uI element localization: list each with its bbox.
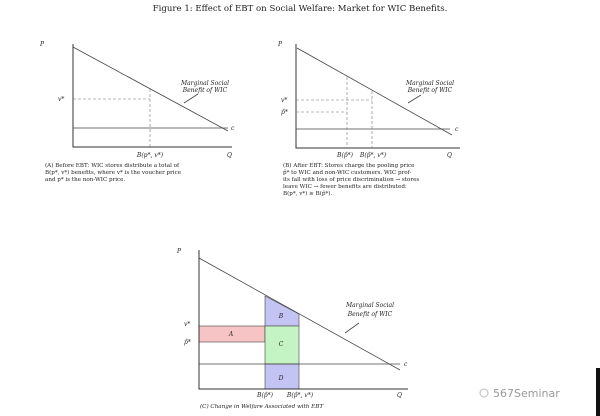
v-star-label: v* [184, 321, 190, 328]
caption-line: and p* is the non-WIC price. [45, 177, 125, 183]
caption-line: (A) Before EBT: WIC stores distribute a … [45, 162, 180, 169]
msb-pointer [183, 93, 199, 104]
wechat-icon [479, 388, 489, 398]
x-tick: B(p*, v*) [136, 152, 164, 159]
msb-line [198, 257, 401, 371]
c-label: c [404, 361, 408, 368]
v-star-label: v* [281, 97, 287, 104]
area-c-label: C [279, 341, 284, 348]
msb-label-1: Marginal Social [180, 80, 229, 87]
caption-line: p̂* to WIC and non-WIC customers. WIC pr… [283, 170, 411, 176]
x-axis-label: Q [227, 152, 232, 159]
axes [295, 44, 460, 149]
msb-label-1: Marginal Social [345, 302, 394, 309]
edge-border [596, 368, 600, 416]
caption-line: its fall with loss of price discriminati… [283, 177, 419, 183]
dashed-guides [296, 77, 373, 148]
msb-label-1: Marginal Social [405, 80, 454, 87]
msb-pointer [407, 94, 422, 104]
msb-line [296, 47, 453, 136]
area-d-label: D [278, 375, 284, 382]
figure-title: Figure 1: Effect of EBT on Social Welfar… [153, 4, 448, 14]
x-axis-label: Q [397, 392, 402, 399]
x-tick-2: B(p̂*, v*) [286, 392, 314, 399]
caption-line: B(p*, v*) ≥ B(p̂*). [283, 190, 332, 197]
p-hat-label: p̂* [281, 109, 288, 116]
caption-line: B(p*, v*) benefits, where v* is the vouc… [45, 169, 182, 176]
c-label: c [455, 126, 459, 133]
watermark: 567Seminar [479, 387, 560, 400]
msb-pointer [344, 322, 360, 334]
x-tick-1: B(p̂*) [256, 392, 274, 399]
area-a-label: A [228, 331, 234, 338]
area-b-label: B [278, 313, 284, 320]
caption-line: leave WIC → fewer benefits are distribut… [283, 184, 407, 190]
axes [198, 250, 408, 390]
y-axis-label: P [277, 41, 283, 48]
panel-b: P v* p̂* c Marginal Social Benefit of WI… [277, 41, 460, 197]
y-axis-label: P [39, 41, 45, 48]
v-star-label: v* [58, 96, 64, 103]
msb-label-2: Benefit of WIC [347, 311, 393, 318]
c-label: c [231, 125, 235, 132]
msb-line [72, 46, 229, 132]
msb-label-2: Benefit of WIC [182, 87, 228, 94]
x-tick-1: B(p̂*) [336, 152, 354, 159]
watermark-text: 567Seminar [493, 387, 560, 400]
panel-a: P v* c Marginal Social Benefit of WIC B(… [39, 41, 235, 183]
caption-line: (B) After EBT: Stores charge the pooling… [283, 162, 415, 169]
axes [72, 44, 232, 148]
p-hat-label: p̂* [184, 339, 191, 346]
dashed-guides [73, 89, 151, 147]
msb-label-2: Benefit of WIC [407, 87, 453, 94]
x-axis-label: Q [447, 152, 452, 159]
y-axis-label: P [176, 248, 182, 255]
caption: (C) Change in Welfare Associated with EB… [200, 403, 324, 410]
panel-c: P v* p̂* c A B C D Marginal Social Benef… [176, 248, 408, 410]
x-tick-2: B(p̂*, v*) [359, 152, 387, 159]
